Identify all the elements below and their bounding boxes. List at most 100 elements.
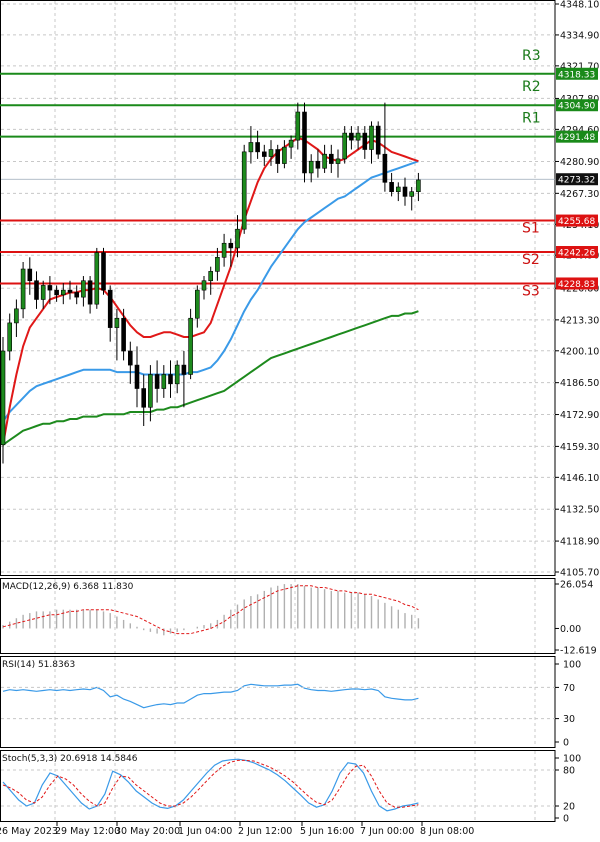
candle	[67, 280, 73, 300]
candle-body	[81, 280, 86, 298]
candle-body	[322, 153, 327, 169]
candle-body	[101, 252, 106, 291]
candle-body	[74, 292, 79, 298]
macd-tick-label: -12.619	[560, 646, 597, 657]
candle-body	[40, 285, 46, 300]
candle-body	[188, 317, 193, 375]
candle-body	[174, 364, 180, 385]
candle-body	[302, 111, 307, 174]
candle-body	[161, 374, 167, 389]
level-price-tag-bg	[556, 130, 598, 143]
candle-body	[221, 242, 227, 258]
candle	[382, 102, 388, 192]
candle-body	[134, 364, 140, 389]
candle	[235, 215, 240, 258]
candle-body	[148, 374, 153, 408]
candle	[141, 374, 146, 427]
candle	[302, 102, 307, 183]
candle-body	[275, 149, 281, 164]
candle	[54, 285, 59, 302]
candle	[27, 257, 33, 295]
support-resistance-levels: R3 R2 R1 S1 S2 S3	[0, 48, 555, 299]
candle-body	[0, 350, 6, 446]
stoch-tick-label: 80	[563, 766, 575, 777]
rsi-tick-label: 0	[563, 738, 569, 749]
candle-body	[141, 388, 146, 408]
candle	[128, 341, 133, 384]
candle	[161, 365, 167, 398]
candle	[201, 276, 207, 300]
candle	[355, 126, 361, 150]
candle-body	[261, 151, 267, 157]
candle	[335, 149, 341, 178]
panel-border	[0, 578, 556, 654]
price-axis: 4348.104334.904321.704307.804294.604280.…	[555, 0, 599, 579]
candle	[255, 130, 260, 159]
candle-body	[355, 132, 361, 141]
candle-body	[94, 252, 100, 305]
candle	[315, 149, 321, 178]
candle	[275, 144, 281, 173]
level-price-tag: 4291.48	[558, 133, 595, 143]
candle-body	[7, 322, 12, 352]
candle	[295, 102, 301, 150]
price-tick-label: 4105.70	[560, 568, 599, 579]
price-tick-label: 4321.70	[560, 61, 599, 72]
rsi-line	[2, 683, 419, 709]
candle	[328, 144, 334, 173]
rsi-tick-label: 70	[563, 683, 575, 694]
stoch-tick-label: 20	[563, 802, 575, 813]
time-tick-label: 5 Jun 16:00	[300, 826, 354, 837]
candle	[261, 144, 267, 166]
candle-body	[60, 289, 66, 296]
candle	[369, 121, 374, 164]
candle-body	[27, 268, 33, 282]
candle	[20, 261, 26, 319]
candle-body	[20, 268, 26, 310]
grid	[0, 0, 556, 822]
candle-body	[402, 186, 408, 197]
level-price-tag: 4255.68	[558, 217, 595, 227]
candle-body	[54, 289, 59, 296]
time-tick-label: 7 Jun 00:00	[360, 826, 414, 837]
candle	[349, 126, 354, 150]
candle	[288, 135, 294, 159]
level-price-tag: 4228.83	[558, 280, 595, 290]
candle-body	[14, 308, 19, 324]
candle-body	[389, 182, 394, 192]
candle	[375, 121, 381, 159]
candle	[416, 172, 421, 202]
time-tick-label: 1 Jun 04:00	[178, 826, 232, 837]
rsi-tick-label: 100	[563, 660, 581, 671]
price-tick-label: 4280.90	[560, 157, 599, 168]
candle-body	[349, 132, 354, 141]
candle-body	[168, 374, 173, 385]
stoch-d-line	[2, 759, 419, 808]
candle	[389, 172, 394, 197]
level-price-tag-bg	[556, 214, 598, 227]
candle	[181, 351, 187, 408]
candle	[14, 299, 19, 337]
ma-green-line	[2, 310, 419, 446]
candle	[0, 336, 6, 464]
rsi-label: RSI(14) 51.8363	[2, 660, 75, 670]
price-tick-label: 4294.60	[560, 125, 599, 136]
level-price-tag-bg	[556, 67, 598, 80]
candle	[395, 182, 401, 202]
candle	[114, 308, 120, 361]
price-tick-label: 4159.30	[560, 442, 599, 453]
candle	[174, 360, 180, 394]
candle-body	[201, 280, 207, 291]
level-name-r3: R3	[522, 48, 541, 64]
candle-body	[107, 289, 113, 328]
candlesticks	[0, 102, 421, 464]
candle	[101, 247, 106, 295]
candle-body	[295, 111, 301, 141]
candle-body	[195, 289, 200, 319]
candle-body	[87, 280, 93, 305]
candle-body	[154, 374, 160, 389]
candle	[81, 276, 86, 307]
panel-border	[0, 750, 556, 822]
